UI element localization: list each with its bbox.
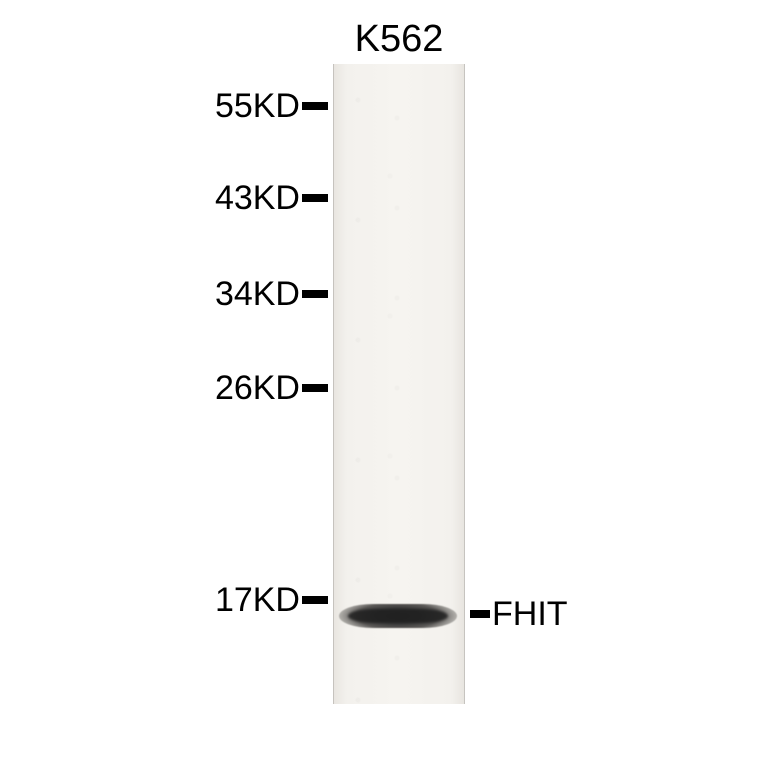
lane-title: K562 [355, 18, 444, 61]
marker-43kd: 43KD [215, 181, 328, 215]
marker-label: 26KD [215, 369, 300, 408]
band-label: FHIT [492, 595, 568, 634]
marker-17kd: 17KD [215, 583, 328, 617]
marker-26kd: 26KD [215, 371, 328, 405]
marker-tick [302, 384, 328, 392]
marker-tick [302, 194, 328, 202]
marker-tick [302, 596, 328, 604]
protein-band-fhit [339, 604, 457, 628]
blot-figure: K562 55KD 43KD 34KD 26KD 17KD FHIT [0, 0, 764, 764]
marker-55kd: 55KD [215, 89, 328, 123]
marker-label: 55KD [215, 87, 300, 126]
marker-label: 34KD [215, 275, 300, 314]
band-label-wrap: FHIT [470, 597, 568, 631]
marker-tick [302, 290, 328, 298]
marker-label: 43KD [215, 179, 300, 218]
marker-tick [302, 102, 328, 110]
band-label-tick [470, 610, 490, 618]
marker-34kd: 34KD [215, 277, 328, 311]
marker-label: 17KD [215, 581, 300, 620]
